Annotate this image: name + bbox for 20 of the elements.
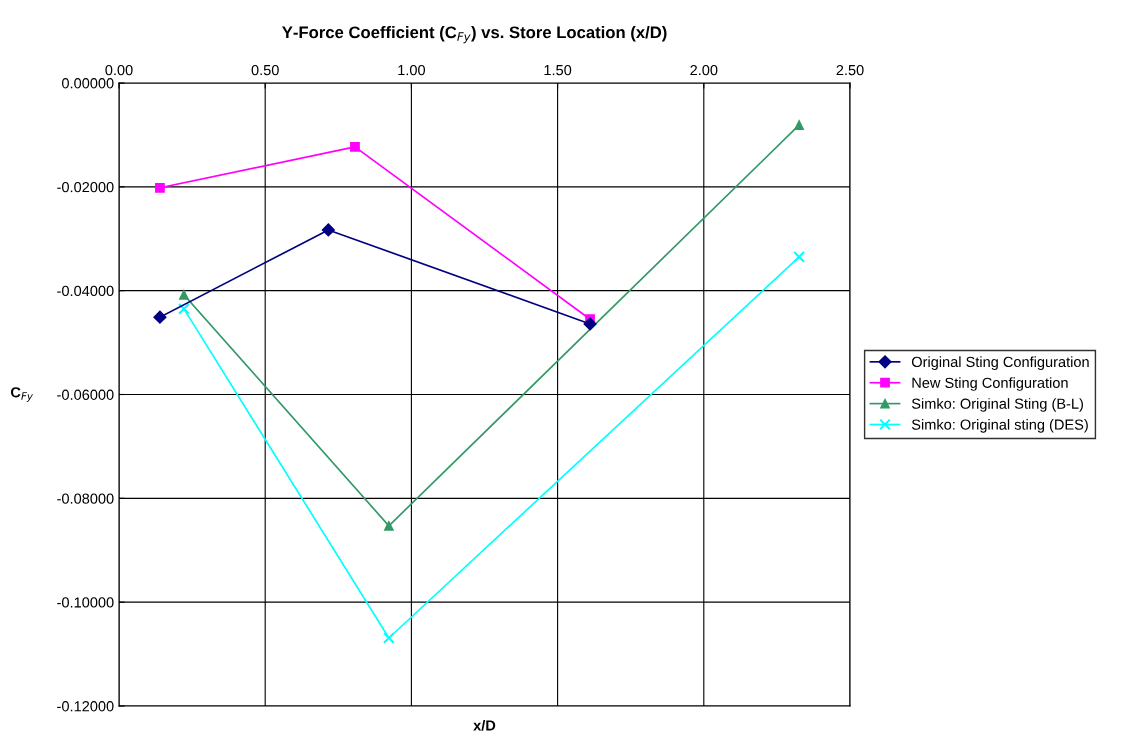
x-tick-label: 1.50 <box>544 64 572 76</box>
x-tick-label: 2.00 <box>690 64 718 76</box>
legend-label: New Sting Configuration <box>912 377 1068 391</box>
legend-label: Simko: Original sting (DES) <box>911 419 1088 433</box>
x-tick-label: 0.50 <box>251 64 279 76</box>
y-tick-label: 0.00000 <box>62 78 114 89</box>
y-tick-label: -0.04000 <box>57 285 114 297</box>
legend-label: Original Sting Configuration <box>911 356 1089 370</box>
x-tick-label: 1.00 <box>398 64 426 76</box>
y-tick-label: -0.12000 <box>57 701 114 712</box>
y-axis-title: C$_{Fy}$ <box>10 387 34 402</box>
x-axis-title: x/D <box>473 719 496 731</box>
chart-title: Y-Force Coefficient (C$_{Fy}$) vs. Store Location (x/D) <box>282 25 667 44</box>
legend-label: Simko: Original Sting (B-L) <box>911 398 1083 412</box>
y-tick-label: -0.10000 <box>57 597 114 608</box>
y-tick-label: -0.06000 <box>57 389 114 400</box>
x-tick-label: 0.00 <box>105 64 133 76</box>
y-tick-label: -0.08000 <box>57 493 114 504</box>
x-tick-label: 2.50 <box>836 64 864 76</box>
y-tick-label: -0.02000 <box>57 181 114 193</box>
